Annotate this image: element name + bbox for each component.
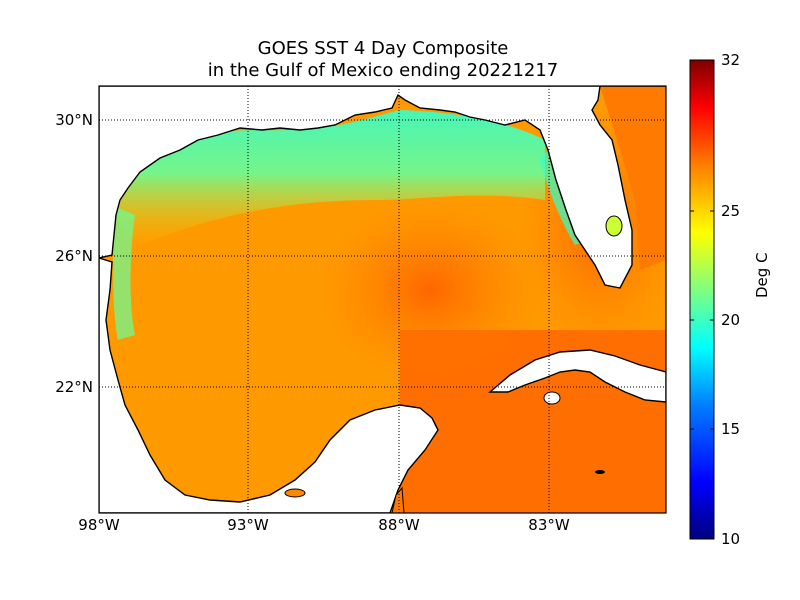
colorbar-tick-25: 25 [721, 202, 741, 220]
colorbar-tick-10: 10 [721, 530, 741, 548]
graticule [99, 86, 666, 513]
colorbar-tick-20: 20 [721, 311, 741, 329]
map-title-line2: in the Gulf of Mexico ending 20221217 [207, 60, 559, 81]
land-north-america [99, 86, 666, 289]
sst-field [99, 86, 666, 513]
lon-label-93w: 93°W [227, 516, 269, 534]
lon-label-88w: 88°W [378, 516, 420, 534]
land-mexico [99, 257, 439, 513]
lon-label-98w: 98°W [78, 516, 120, 534]
map-title-line1: GOES SST 4 Day Composite [257, 38, 509, 59]
land-isla-juventud [543, 391, 561, 405]
lat-label-22n: 22°N [55, 378, 93, 396]
colorbar-tick-15: 15 [721, 420, 741, 438]
lon-label-83w: 83°W [528, 516, 570, 534]
colorbar-label: Deg C [753, 252, 771, 298]
land-cuba [488, 349, 666, 403]
lat-label-26n: 26°N [55, 247, 93, 265]
lat-label-30n: 30°N [55, 111, 93, 129]
colorbar-tick-32: 32 [721, 51, 741, 69]
map-frame [98, 85, 667, 514]
colorbar [689, 59, 715, 540]
